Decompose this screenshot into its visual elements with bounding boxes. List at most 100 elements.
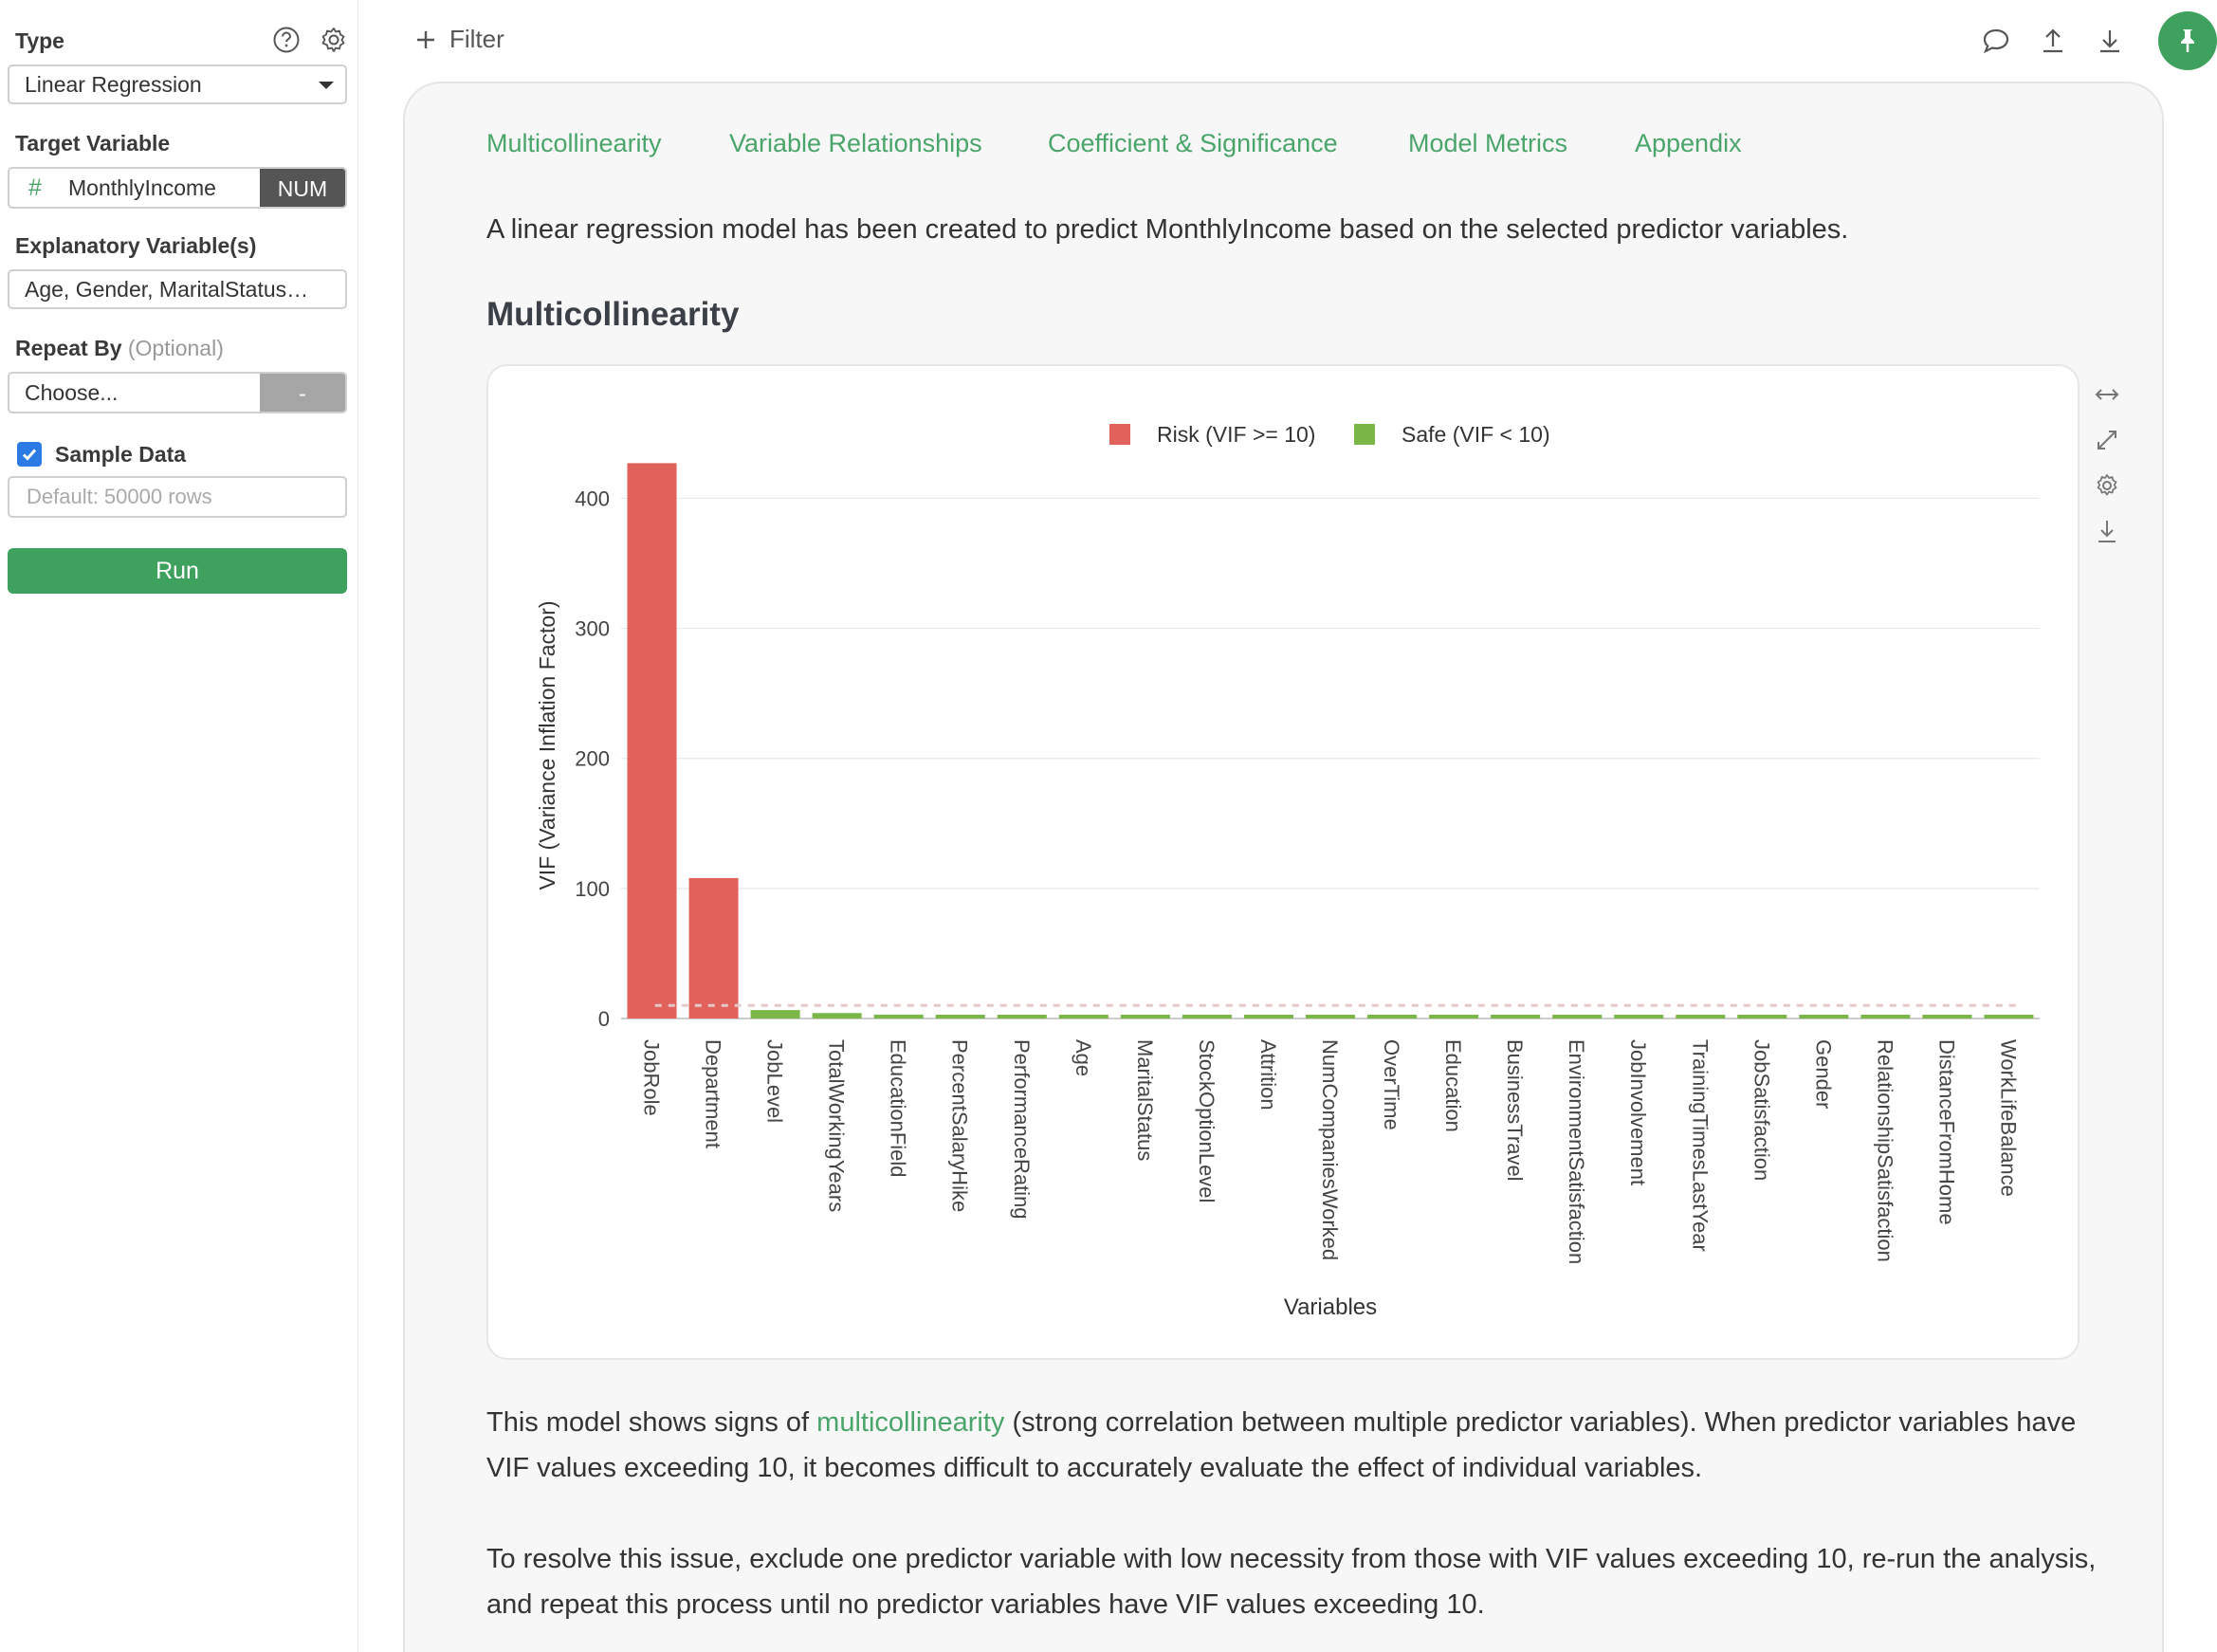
comment-icon[interactable] bbox=[1980, 25, 2012, 57]
sample-rows-placeholder: Default: 50000 rows bbox=[27, 485, 212, 508]
bar bbox=[750, 1010, 800, 1019]
sidebar: Type Linear Regression Target Variable #… bbox=[0, 0, 358, 1652]
bar bbox=[1860, 1015, 1911, 1019]
explanatory-variables-value: Age, Gender, MaritalStatus… bbox=[25, 276, 309, 302]
tab-model-metrics[interactable]: Model Metrics bbox=[1408, 129, 1568, 157]
bar bbox=[1120, 1015, 1170, 1019]
main-panel: Multicollinearity Variable Relationships… bbox=[403, 82, 2164, 1652]
y-tick-label: 300 bbox=[575, 617, 610, 641]
bar bbox=[935, 1015, 985, 1019]
legend-swatch bbox=[1109, 424, 1130, 445]
chart-download-icon[interactable] bbox=[2091, 515, 2123, 547]
sample-data-checkbox[interactable] bbox=[17, 442, 42, 467]
x-tick-label: DistanceFromHome bbox=[1934, 1039, 1958, 1225]
legend-swatch bbox=[1354, 424, 1375, 445]
y-tick-label: 100 bbox=[575, 877, 610, 901]
x-tick-label: JobRole bbox=[640, 1039, 664, 1116]
vif-bar-chart: 0 100 200 300 400 JobRole Department JobLevel To… bbox=[535, 422, 2040, 1320]
intro-text: A linear regression model has been creat… bbox=[486, 214, 1849, 245]
check-icon bbox=[22, 449, 37, 461]
explanatory-variables-field[interactable]: Age, Gender, MaritalStatus… bbox=[8, 269, 347, 309]
y-tick-label: 200 bbox=[575, 747, 610, 771]
x-tick-label: OverTime bbox=[1380, 1039, 1403, 1130]
explanation-text-start: This model shows signs of bbox=[486, 1407, 817, 1438]
repeat-by-optional: (Optional) bbox=[127, 336, 224, 360]
legend-label: Risk (VIF >= 10) bbox=[1157, 422, 1315, 447]
repeat-by-text: Repeat By bbox=[15, 336, 122, 360]
target-variable-label: Target Variable bbox=[15, 131, 171, 156]
bar bbox=[1614, 1015, 1664, 1019]
plus-icon bbox=[417, 30, 434, 48]
x-tick-label: Education bbox=[1441, 1039, 1465, 1132]
y-axis-title: VIF (Variance Inflation Factor) bbox=[535, 600, 559, 890]
x-tick-label: Department bbox=[702, 1039, 725, 1148]
target-variable-value: MonthlyIncome bbox=[68, 174, 216, 200]
y-tick-label: 400 bbox=[575, 486, 610, 510]
repeat-by-side-button[interactable]: - bbox=[260, 374, 345, 412]
bar bbox=[627, 463, 677, 1019]
explanatory-variables-label: Explanatory Variable(s) bbox=[15, 233, 257, 258]
x-tick-label: JobSatisfaction bbox=[1750, 1039, 1773, 1181]
bar bbox=[1367, 1015, 1418, 1019]
x-tick-label: PerformanceRating bbox=[1010, 1039, 1034, 1220]
sample-data-label: Sample Data bbox=[55, 442, 187, 467]
chart-card: 0 100 200 300 400 JobRole Department JobLevel To… bbox=[486, 364, 2080, 1360]
bar bbox=[1305, 1015, 1356, 1019]
x-tick-label: TrainingTimesLastYear bbox=[1688, 1039, 1712, 1252]
bar bbox=[812, 1013, 862, 1019]
x-tick-label: PercentSalaryHike bbox=[948, 1039, 972, 1212]
bar bbox=[688, 877, 739, 1019]
download-icon[interactable] bbox=[2094, 25, 2126, 57]
gear-icon[interactable] bbox=[319, 25, 349, 55]
tab-multicollinearity[interactable]: Multicollinearity bbox=[486, 129, 662, 157]
bar bbox=[1058, 1015, 1108, 1019]
upload-icon[interactable] bbox=[2037, 25, 2069, 57]
x-tick-label: Attrition bbox=[1256, 1039, 1280, 1111]
number-type-icon: # bbox=[28, 174, 42, 201]
bar bbox=[1922, 1015, 1972, 1019]
tab-variable-relationships[interactable]: Variable Relationships bbox=[729, 129, 982, 157]
expand-width-icon[interactable] bbox=[2091, 378, 2123, 411]
fullscreen-icon[interactable] bbox=[2091, 424, 2123, 456]
bar bbox=[997, 1015, 1047, 1019]
bar bbox=[1737, 1015, 1787, 1019]
legend-label: Safe (VIF < 10) bbox=[1402, 422, 1550, 447]
tab-coefficient-significance[interactable]: Coefficient & Significance bbox=[1048, 129, 1338, 157]
bar bbox=[1243, 1015, 1293, 1019]
repeat-by-value: Choose... bbox=[25, 379, 119, 405]
multicollinearity-link[interactable]: multicollinearity bbox=[816, 1407, 1005, 1438]
x-tick-label: TotalWorkingYears bbox=[825, 1039, 849, 1212]
repeat-by-label: Repeat By (Optional) bbox=[15, 336, 224, 361]
resolution-text: To resolve this issue, exclude one predi… bbox=[486, 1544, 2097, 1620]
x-tick-label: RelationshipSatisfaction bbox=[1873, 1039, 1896, 1262]
bar bbox=[1676, 1015, 1726, 1019]
bar bbox=[1552, 1015, 1603, 1019]
bar bbox=[1799, 1015, 1849, 1019]
pin-icon bbox=[2181, 29, 2194, 52]
filter-label: Filter bbox=[449, 25, 504, 53]
chart-settings-icon[interactable] bbox=[2091, 469, 2123, 502]
help-icon[interactable] bbox=[271, 25, 302, 55]
bar bbox=[1491, 1015, 1541, 1019]
sample-rows-input[interactable]: Default: 50000 rows bbox=[8, 476, 347, 518]
tab-appendix[interactable]: Appendix bbox=[1635, 129, 1742, 157]
target-variable-field[interactable]: # MonthlyIncome NUM bbox=[8, 167, 347, 209]
multicollinearity-explanation: This model shows signs of multicollinear… bbox=[486, 1400, 2098, 1491]
run-button[interactable]: Run bbox=[8, 548, 347, 594]
bar bbox=[1429, 1015, 1479, 1019]
bar bbox=[873, 1014, 924, 1019]
x-tick-label: StockOptionLevel bbox=[1195, 1039, 1218, 1202]
x-tick-label: JobInvolvement bbox=[1626, 1039, 1650, 1185]
x-tick-label: EducationField bbox=[887, 1039, 910, 1178]
x-tick-label: JobLevel bbox=[763, 1039, 787, 1123]
explanation-text-end: (strong correlation between multiple pre… bbox=[486, 1407, 2077, 1483]
x-tick-label: WorkLifeBalance bbox=[1996, 1039, 2020, 1197]
filter-button[interactable]: Filter bbox=[413, 25, 504, 54]
type-select-value: Linear Regression bbox=[25, 71, 202, 97]
bar bbox=[1182, 1015, 1232, 1019]
pin-button[interactable] bbox=[2158, 11, 2217, 70]
repeat-by-select[interactable]: Choose... - bbox=[8, 372, 347, 413]
y-tick-label: 0 bbox=[598, 1007, 610, 1031]
x-tick-label: Gender bbox=[1811, 1039, 1835, 1109]
type-select[interactable]: Linear Regression bbox=[8, 64, 347, 104]
